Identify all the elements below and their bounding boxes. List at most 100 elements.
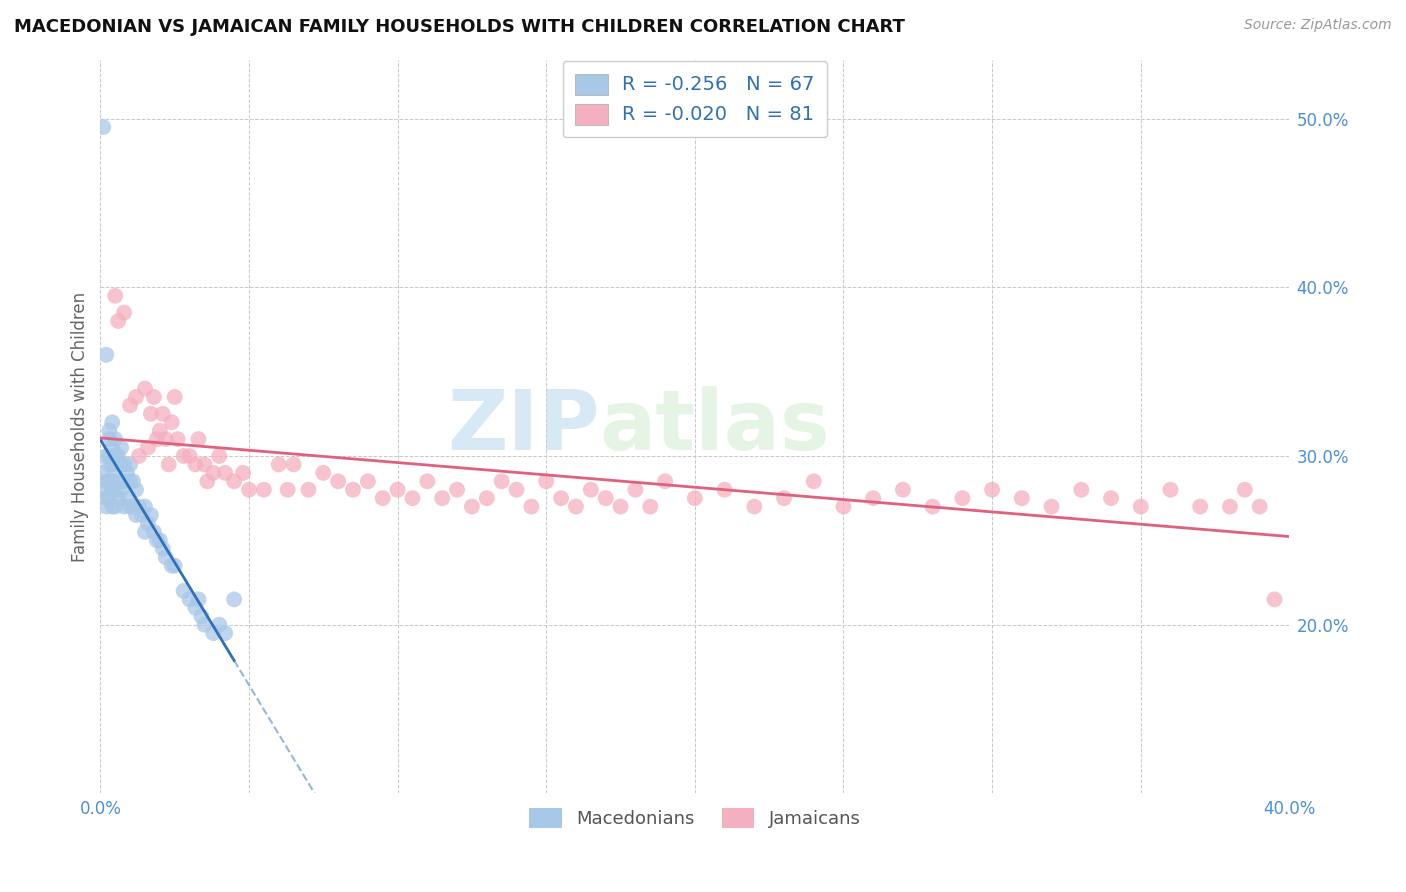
Point [115, 466, 138, 480]
Point [297, 483, 319, 497]
Point [283, 458, 305, 472]
Point [98, 449, 121, 463]
Point [131, 508, 153, 522]
Point [683, 491, 706, 505]
Point [104, 500, 127, 514]
Point [112, 475, 135, 489]
Point [96, 348, 118, 362]
Point [98, 458, 121, 472]
Point [134, 382, 156, 396]
Point [139, 407, 162, 421]
Point [149, 533, 172, 548]
Point [505, 483, 527, 497]
Point [104, 466, 127, 480]
Point [120, 500, 142, 514]
Point [565, 500, 588, 514]
Point [104, 483, 127, 497]
Point [475, 491, 498, 505]
Point [134, 524, 156, 539]
Point [387, 483, 409, 497]
Point [328, 475, 350, 489]
Point [96, 475, 118, 489]
Point [128, 449, 150, 463]
Point [950, 491, 973, 505]
Point [152, 541, 174, 556]
Point [101, 415, 124, 429]
Point [208, 617, 231, 632]
Point [1249, 500, 1271, 514]
Point [101, 441, 124, 455]
Point [125, 483, 148, 497]
Point [638, 500, 661, 514]
Point [713, 483, 735, 497]
Point [371, 491, 394, 505]
Point [179, 592, 201, 607]
Point [184, 600, 207, 615]
Point [1233, 483, 1256, 497]
Point [193, 458, 215, 472]
Point [520, 500, 543, 514]
Point [238, 483, 260, 497]
Point [112, 500, 135, 514]
Point [595, 491, 617, 505]
Point [214, 466, 236, 480]
Point [357, 475, 380, 489]
Point [491, 475, 513, 489]
Point [136, 516, 159, 531]
Point [112, 458, 135, 472]
Point [202, 466, 225, 480]
Point [981, 483, 1004, 497]
Point [146, 533, 169, 548]
Point [149, 424, 172, 438]
Point [1011, 491, 1033, 505]
Point [891, 483, 914, 497]
Point [110, 483, 132, 497]
Point [179, 449, 201, 463]
Point [773, 491, 796, 505]
Point [142, 390, 165, 404]
Point [1189, 500, 1212, 514]
Point [461, 500, 484, 514]
Point [146, 432, 169, 446]
Point [120, 458, 142, 472]
Point [1040, 500, 1063, 514]
Point [122, 500, 145, 514]
Point [91, 466, 114, 480]
Point [163, 558, 186, 573]
Point [609, 500, 631, 514]
Point [342, 483, 364, 497]
Point [98, 424, 121, 438]
Point [163, 390, 186, 404]
Point [96, 449, 118, 463]
Point [139, 508, 162, 522]
Point [432, 491, 454, 505]
Point [112, 305, 135, 319]
Point [195, 475, 218, 489]
Point [101, 475, 124, 489]
Point [224, 592, 246, 607]
Point [120, 475, 142, 489]
Point [157, 458, 180, 472]
Point [267, 458, 290, 472]
Point [446, 483, 468, 497]
Point [104, 432, 127, 446]
Text: ZIP: ZIP [447, 386, 600, 467]
Point [110, 458, 132, 472]
Point [96, 500, 118, 514]
Point [125, 390, 148, 404]
Point [1099, 491, 1122, 505]
Point [416, 475, 439, 489]
Point [253, 483, 276, 497]
Point [536, 475, 558, 489]
Point [208, 449, 231, 463]
Point [160, 558, 183, 573]
Point [110, 441, 132, 455]
Point [312, 466, 335, 480]
Point [187, 592, 209, 607]
Point [101, 500, 124, 514]
Point [1159, 483, 1181, 497]
Point [232, 466, 254, 480]
Point [832, 500, 855, 514]
Point [862, 491, 884, 505]
Point [107, 475, 129, 489]
